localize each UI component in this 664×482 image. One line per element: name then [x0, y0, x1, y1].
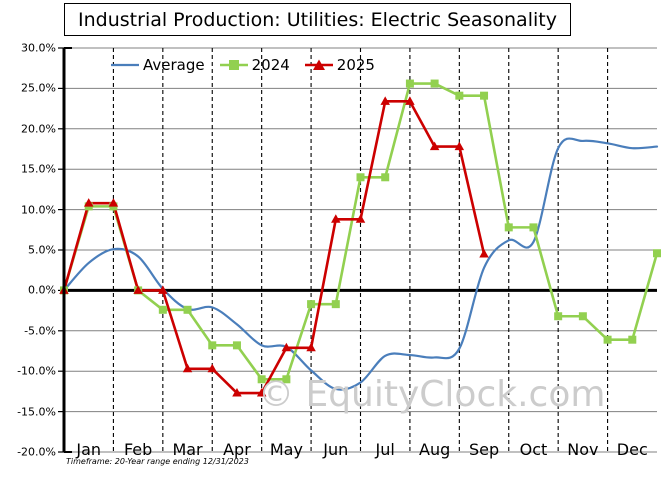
x-axis-tick-label: Jul [375, 440, 395, 459]
data-point-marker [355, 214, 366, 223]
y-axis-tick-label: 10.0% [21, 203, 56, 217]
month-gridlines [112, 48, 609, 452]
data-point-marker [405, 96, 415, 105]
x-axis-tick-label: Oct [519, 440, 548, 459]
data-point-marker [133, 285, 143, 294]
data-point-marker [554, 312, 563, 321]
y-axis-tick-label: 0.0% [28, 283, 56, 297]
y-axis-tick-label: 5.0% [28, 243, 56, 257]
data-point-marker [158, 305, 167, 314]
data-point-marker [454, 141, 465, 151]
x-axis-tick-label: Dec [616, 440, 648, 459]
data-point-marker [257, 375, 266, 384]
data-point-marker [232, 341, 241, 350]
data-point-marker [158, 285, 168, 294]
data-point-marker [281, 342, 292, 352]
chart-footnote: Timeframe: 20-Year range ending 12/31/20… [66, 457, 249, 466]
data-point-marker [455, 91, 464, 100]
data-point-marker [207, 363, 217, 373]
legend-item-2025[interactable]: 2025 [304, 56, 375, 74]
x-axis-tick-label: Jun [323, 440, 349, 459]
x-axis-tick-label: Sep [468, 440, 500, 459]
chart-legend: Average 2024 2025 [110, 56, 375, 74]
legend-swatch-2024 [219, 60, 248, 70]
y-axis-tick-label: -10.0% [17, 364, 56, 378]
x-axis-tick-label: May [269, 440, 303, 459]
data-point-marker [232, 388, 242, 397]
data-point-marker [306, 342, 316, 352]
data-point-marker [429, 141, 440, 151]
x-axis-tick-label: Feb [123, 440, 153, 459]
data-point-marker [430, 79, 439, 88]
data-point-marker [256, 388, 267, 397]
x-axis-tick-label: Apr [223, 440, 251, 459]
y-axis-tick-label: -20.0% [17, 445, 56, 459]
x-axis-tick-label: Mar [172, 440, 203, 459]
data-point-marker [307, 300, 316, 309]
legend-swatch-2025 [304, 59, 333, 70]
legend-item-2024[interactable]: 2024 [219, 56, 290, 74]
data-point-marker [282, 375, 291, 384]
y-axis-tick-label: -15.0% [17, 405, 56, 419]
y-axis-tick-label: 30.0% [21, 41, 56, 55]
x-axis-tick-label: Nov [567, 440, 599, 459]
data-point-marker [405, 79, 414, 88]
data-point-marker [208, 341, 217, 350]
y-axis-tick-label: 20.0% [21, 122, 56, 136]
data-point-marker [504, 223, 513, 232]
data-point-marker [380, 96, 390, 105]
axis-lines [62, 47, 72, 453]
legend-label-2024: 2024 [251, 56, 290, 74]
data-point-marker [653, 249, 661, 258]
chart-title-box: Industrial Production: Utilities: Electr… [64, 3, 571, 36]
x-axis-tick-label: Aug [419, 440, 451, 459]
y-axis-tick-label: 25.0% [21, 81, 56, 95]
data-point-marker [578, 312, 587, 321]
data-point-marker [331, 214, 341, 223]
data-point-marker [603, 335, 612, 344]
data-point-marker [356, 173, 365, 182]
watermark: © EquityClock.com [258, 374, 606, 415]
series-line-2025 [62, 100, 486, 395]
legend-label-2025: 2025 [336, 56, 375, 74]
data-point-marker [479, 249, 489, 258]
legend-item-average[interactable]: Average [110, 56, 205, 74]
data-point-marker [628, 335, 637, 344]
data-point-marker [182, 363, 193, 373]
data-point-marker [480, 91, 489, 100]
data-point-marker [529, 223, 538, 232]
legend-swatch-average [111, 63, 139, 67]
y-axis-tick-label: 15.0% [21, 162, 56, 176]
y-axis-tick-label: -5.0% [24, 324, 56, 338]
data-point-marker [183, 305, 192, 314]
data-point-marker [83, 198, 94, 207]
page-title: Industrial Production: Utilities: Electr… [78, 8, 557, 31]
data-point-marker [381, 173, 390, 182]
data-point-marker [108, 198, 119, 207]
legend-label-average: Average [143, 56, 205, 74]
data-point-marker [331, 300, 340, 309]
x-axis-tick-label: Jan [76, 440, 102, 459]
